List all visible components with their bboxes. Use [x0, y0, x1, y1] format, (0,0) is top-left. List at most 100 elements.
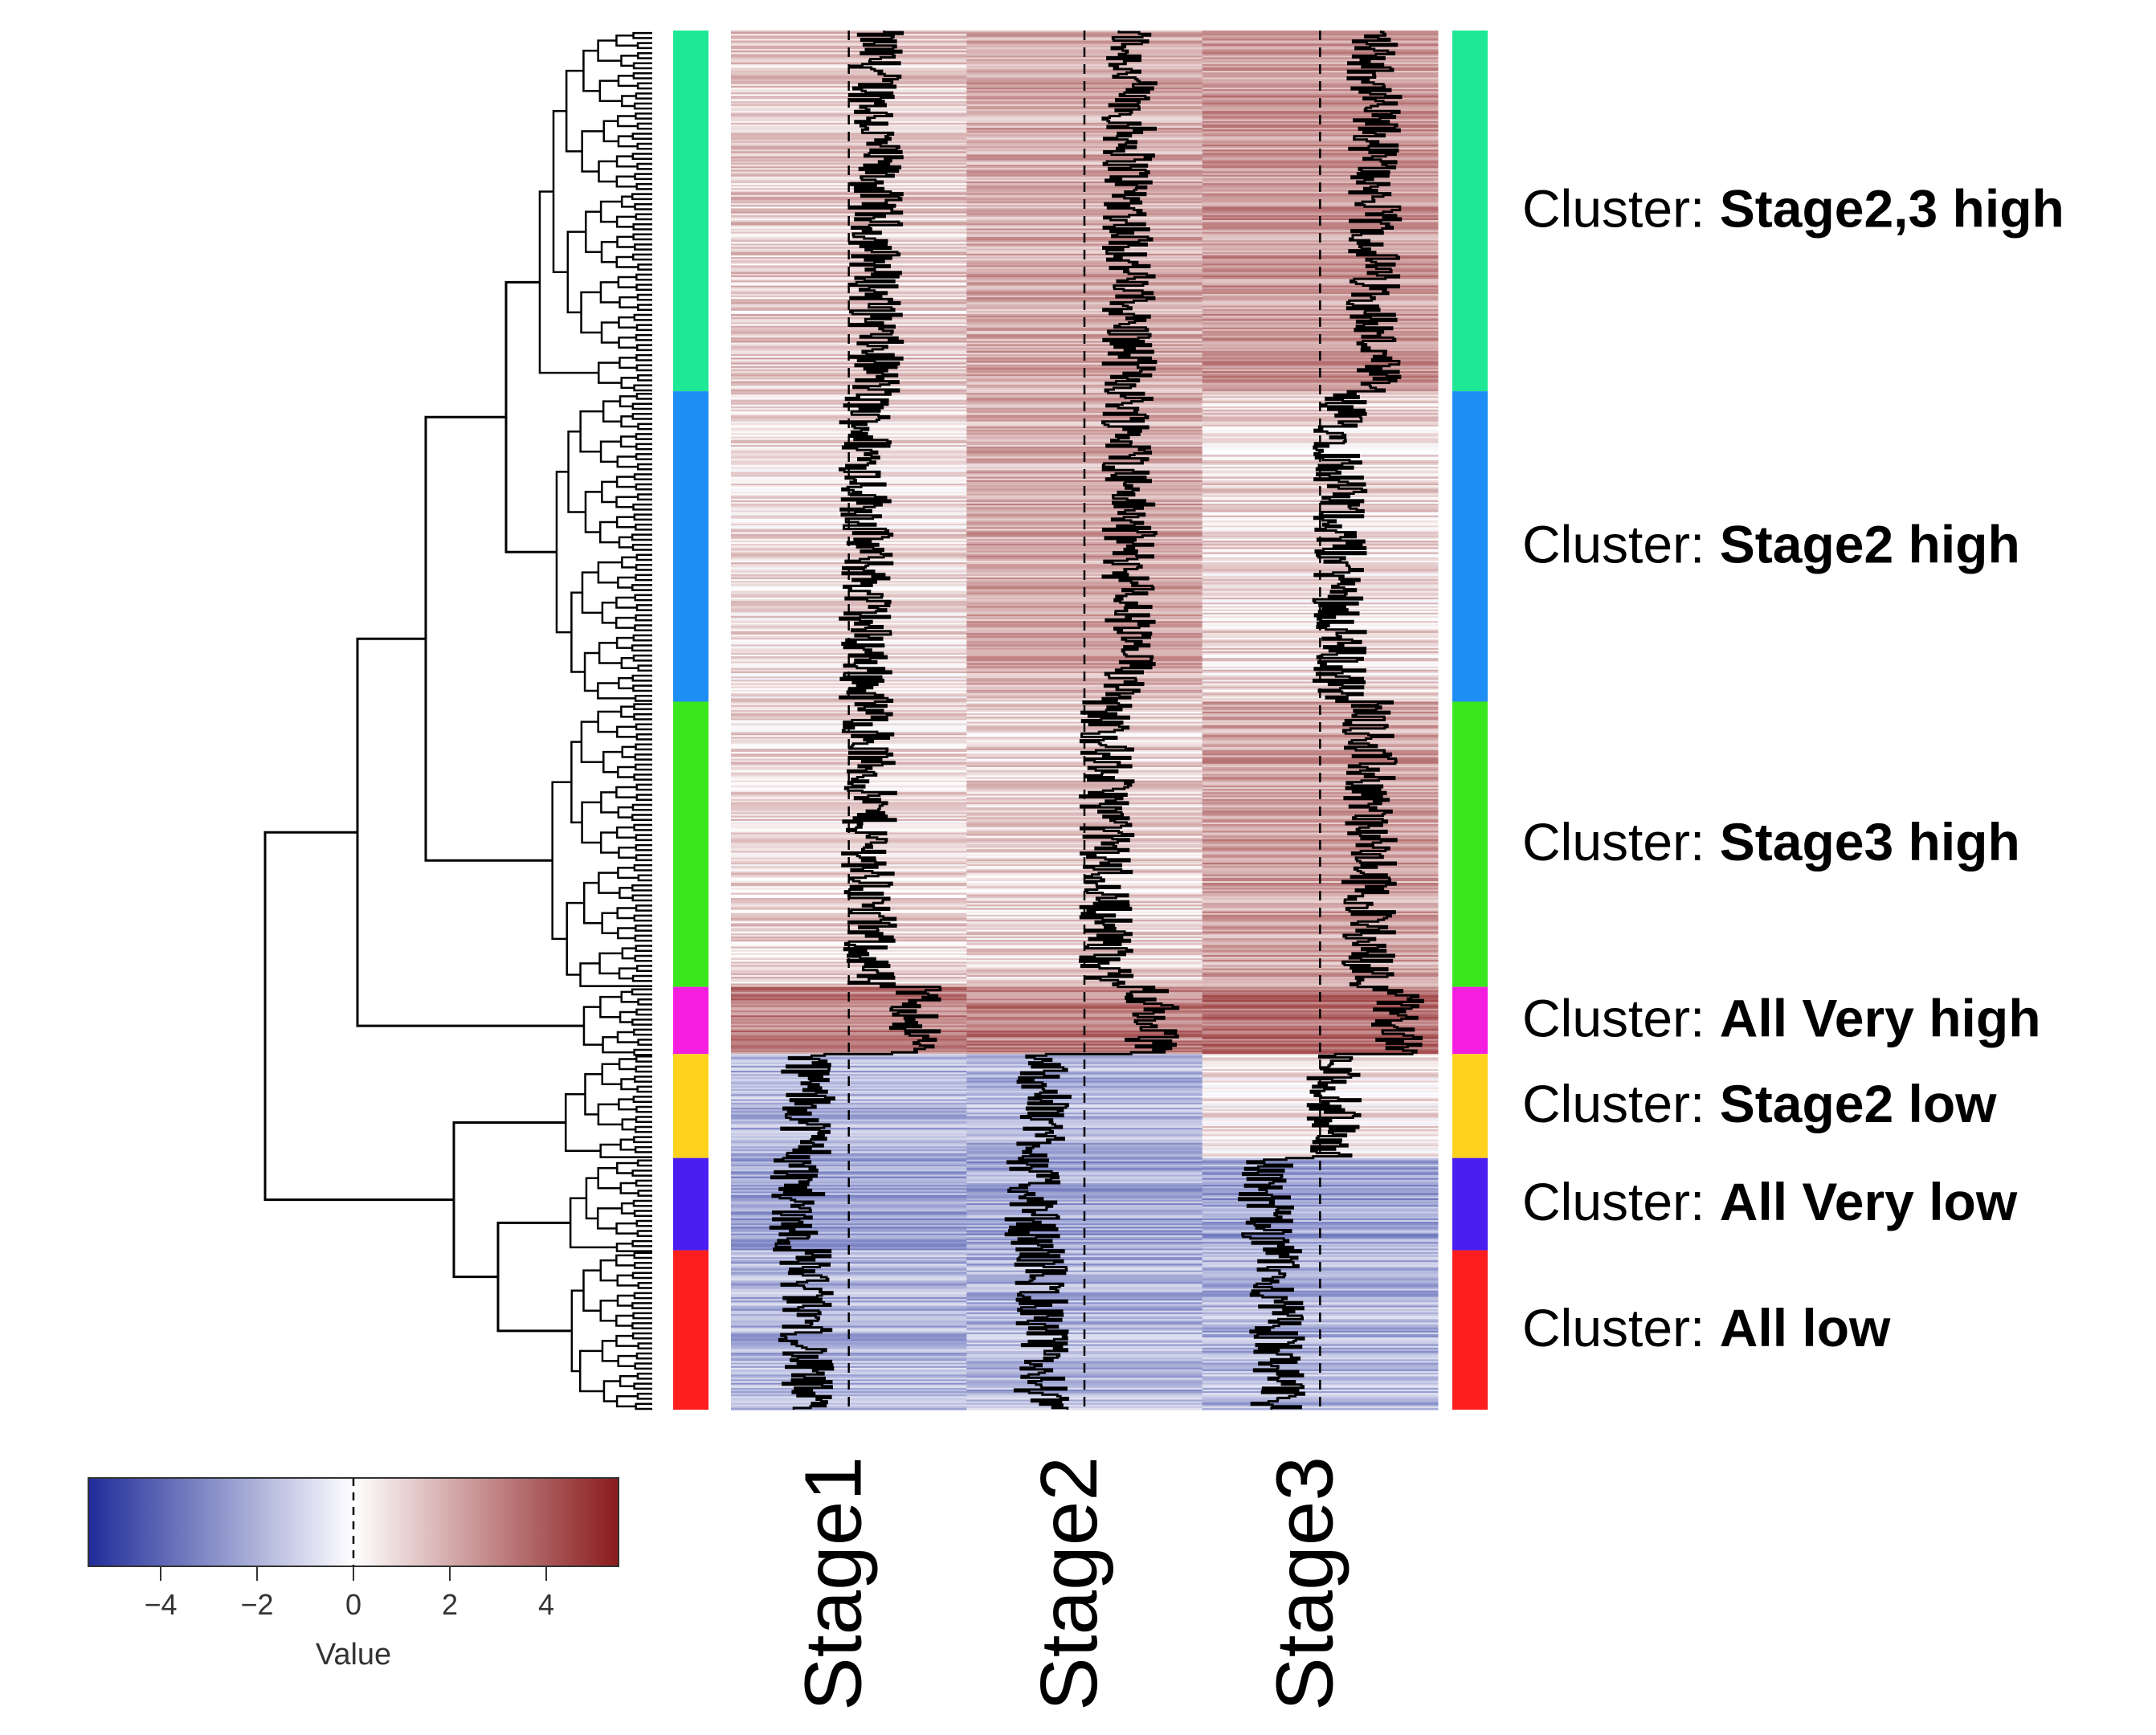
heatmap-cell: [1202, 210, 1439, 213]
heatmap-cell: [731, 362, 967, 365]
heatmap-cell: [966, 1272, 1203, 1275]
heatmap-cell: [731, 292, 967, 295]
dendrogram-branch: [619, 1010, 637, 1023]
heatmap-cell: [966, 1253, 1203, 1256]
dendrogram-branch: [618, 1058, 637, 1071]
heatmap-cell: [731, 1173, 967, 1176]
heatmap-cell: [1202, 1227, 1439, 1230]
heatmap-cell: [731, 602, 967, 605]
dendrogram-branch: [616, 907, 637, 920]
heatmap-cell: [731, 1174, 967, 1178]
heatmap-cell: [731, 1242, 967, 1244]
heatmap-cell: [731, 332, 967, 335]
heatmap-cell: [731, 669, 967, 672]
heatmap-cell: [966, 141, 1203, 144]
heatmap-cell: [966, 817, 1203, 820]
heatmap-cell: [966, 686, 1203, 689]
row-side-color-right: [1452, 391, 1488, 702]
row-side-color-right: [1452, 701, 1488, 987]
heatmap-cell: [966, 193, 1203, 196]
dendrogram-branch: [552, 110, 568, 274]
heatmap-cell: [1202, 904, 1439, 907]
heatmap-cell: [731, 1157, 967, 1161]
heatmap-cell: [731, 461, 967, 464]
cluster-label: Cluster: Stage2 low: [1522, 1074, 1997, 1133]
dendrogram-branch: [635, 1219, 652, 1227]
heatmap-cell: [966, 619, 1203, 622]
heatmap-cell: [966, 595, 1203, 598]
heatmap-cell: [731, 1171, 967, 1174]
heatmap-cell: [1202, 1260, 1439, 1263]
dendrogram-branch: [635, 1008, 652, 1016]
heatmap-cell: [1202, 496, 1439, 500]
dendrogram-branch: [620, 705, 635, 718]
heatmap-cell: [966, 612, 1203, 615]
heatmap-cell: [966, 770, 1203, 773]
heatmap-cell: [966, 516, 1203, 520]
heatmap-cell: [731, 413, 967, 415]
heatmap-cell: [966, 330, 1203, 333]
heatmap-cell: [731, 1361, 967, 1364]
dendrogram-branch: [600, 240, 618, 263]
heatmap-cell: [1202, 547, 1439, 550]
dendrogram-branch: [635, 273, 652, 281]
dendrogram-branch: [580, 291, 602, 334]
heatmap-cell: [1202, 1005, 1439, 1008]
heatmap-cell: [966, 179, 1203, 182]
heatmap-cell: [731, 716, 967, 720]
heatmap-cell: [966, 194, 1203, 198]
heatmap-cell: [966, 378, 1203, 381]
heatmap-cell: [1202, 194, 1439, 198]
heatmap-cell: [1202, 917, 1439, 921]
dendrogram-branch: [620, 415, 639, 428]
heatmap-cell: [731, 416, 967, 419]
heatmap-cell: [731, 193, 967, 196]
dendrogram-branch: [569, 1197, 617, 1249]
dendrogram-branch: [636, 42, 652, 50]
heatmap-cell: [966, 1260, 1203, 1263]
heatmap-cell: [1202, 973, 1439, 976]
dendrogram-branch: [631, 543, 652, 551]
heatmap-cell: [731, 1222, 967, 1224]
heatmap-cell: [1202, 57, 1439, 60]
heatmap-cell: [966, 174, 1203, 178]
heatmap-cell: [1202, 176, 1439, 179]
heatmap-cell: [966, 1023, 1203, 1027]
dendrogram-branch: [615, 35, 639, 47]
heatmap-cell: [731, 1040, 967, 1043]
heatmap-cell: [1202, 141, 1439, 144]
heatmap-cell: [731, 279, 967, 281]
heatmap-cell: [966, 263, 1203, 267]
heatmap-cell: [731, 629, 967, 632]
heatmap-cell: [966, 513, 1203, 516]
heatmap-cell: [966, 1139, 1203, 1142]
heatmap-cell: [731, 1102, 967, 1105]
dendrogram-branch: [600, 321, 619, 344]
heatmap-cell: [966, 698, 1203, 701]
dendrogram-branch: [634, 173, 652, 181]
dendrogram-branch: [619, 395, 637, 408]
heatmap-cell: [966, 884, 1203, 887]
dendrogram-branch: [582, 1269, 601, 1312]
heatmap-cell: [1202, 787, 1439, 790]
dendrogram-branch: [615, 596, 637, 609]
heatmap-cell: [966, 1292, 1203, 1295]
heatmap-cell: [731, 532, 967, 535]
heatmap-cell: [731, 1072, 967, 1075]
heatmap-cell: [731, 296, 967, 298]
heatmap-cell: [1202, 91, 1439, 93]
heatmap-cell: [966, 565, 1203, 569]
dendrogram-branch: [615, 516, 636, 529]
heatmap-cell: [1202, 1307, 1439, 1310]
heatmap-cell: [966, 461, 1203, 464]
heatmap-cell: [966, 327, 1203, 330]
heatmap-cell: [966, 1293, 1203, 1296]
heatmap-cell: [966, 1153, 1203, 1156]
dendrogram-branch: [635, 945, 652, 952]
heatmap-cell: [731, 936, 967, 939]
heatmap-cell: [1202, 852, 1439, 855]
dendrogram-branch: [635, 1105, 652, 1113]
heatmap-cell: [731, 483, 967, 486]
dendrogram-branch: [620, 377, 639, 390]
dendrogram-branch: [635, 743, 652, 751]
